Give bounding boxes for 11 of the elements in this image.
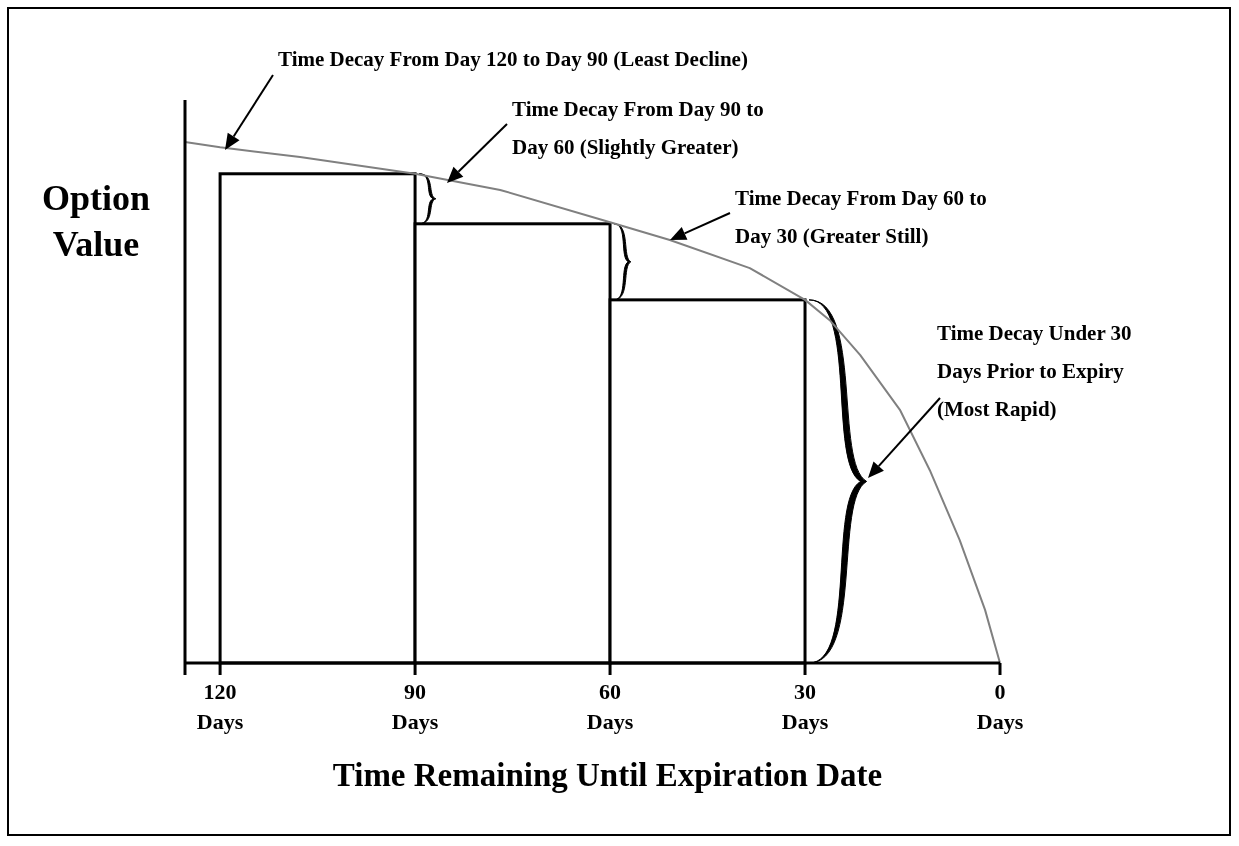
annotation: Time Decay Under 30 Days Prior to Expiry (Most Rapid) (937, 321, 1132, 421)
y-axis-title: Option Value (41, 178, 151, 264)
x-tick-label: 0 Days (976, 679, 1024, 734)
annotation: Time Decay From Day 60 to Day 30 (Greater Still) (735, 186, 987, 248)
x-tick-label: 90 Days (391, 679, 439, 734)
x-tick-label: 30 Days (781, 679, 829, 734)
text: Time Decay From Day 120 to Day 90 (Least Decline) (278, 47, 748, 71)
x-axis-title: Time Remaining Until Expiration Date (332, 757, 883, 793)
x-tick-label: 60 Days (586, 679, 634, 734)
x-tick-label: 120 Days (196, 679, 244, 734)
annotation: Time Decay From Day 90 to Day 60 (Slightly Greater) (512, 97, 764, 159)
